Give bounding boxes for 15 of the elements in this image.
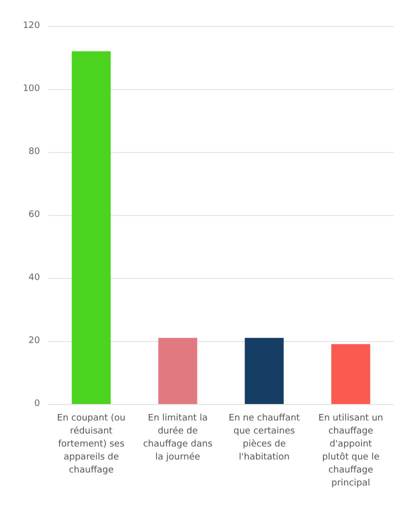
y-tick-label: 100 <box>22 84 40 94</box>
y-tick-label: 20 <box>28 336 40 346</box>
y-tick-label: 80 <box>28 147 40 157</box>
x-tick-label: En ne chauffant que certaines pièces de l'habitation <box>228 414 300 462</box>
x-tick-label: En limitant la durée de chauffage dans la journée <box>143 414 213 462</box>
x-tick-label: En coupant (ou réduisant fortement) ses appareils de chauffage <box>57 414 126 476</box>
y-tick-label: 60 <box>28 210 40 220</box>
bar <box>244 338 284 404</box>
bar <box>72 51 111 404</box>
y-tick-label: 120 <box>22 21 40 31</box>
y-tick-label: 40 <box>28 273 40 283</box>
bar <box>158 338 198 404</box>
bar <box>331 344 370 404</box>
y-tick-label: 0 <box>34 399 40 409</box>
x-tick-label: En utilisant un chauffage d'appoint plutôt que le chauffage principal <box>318 414 384 488</box>
